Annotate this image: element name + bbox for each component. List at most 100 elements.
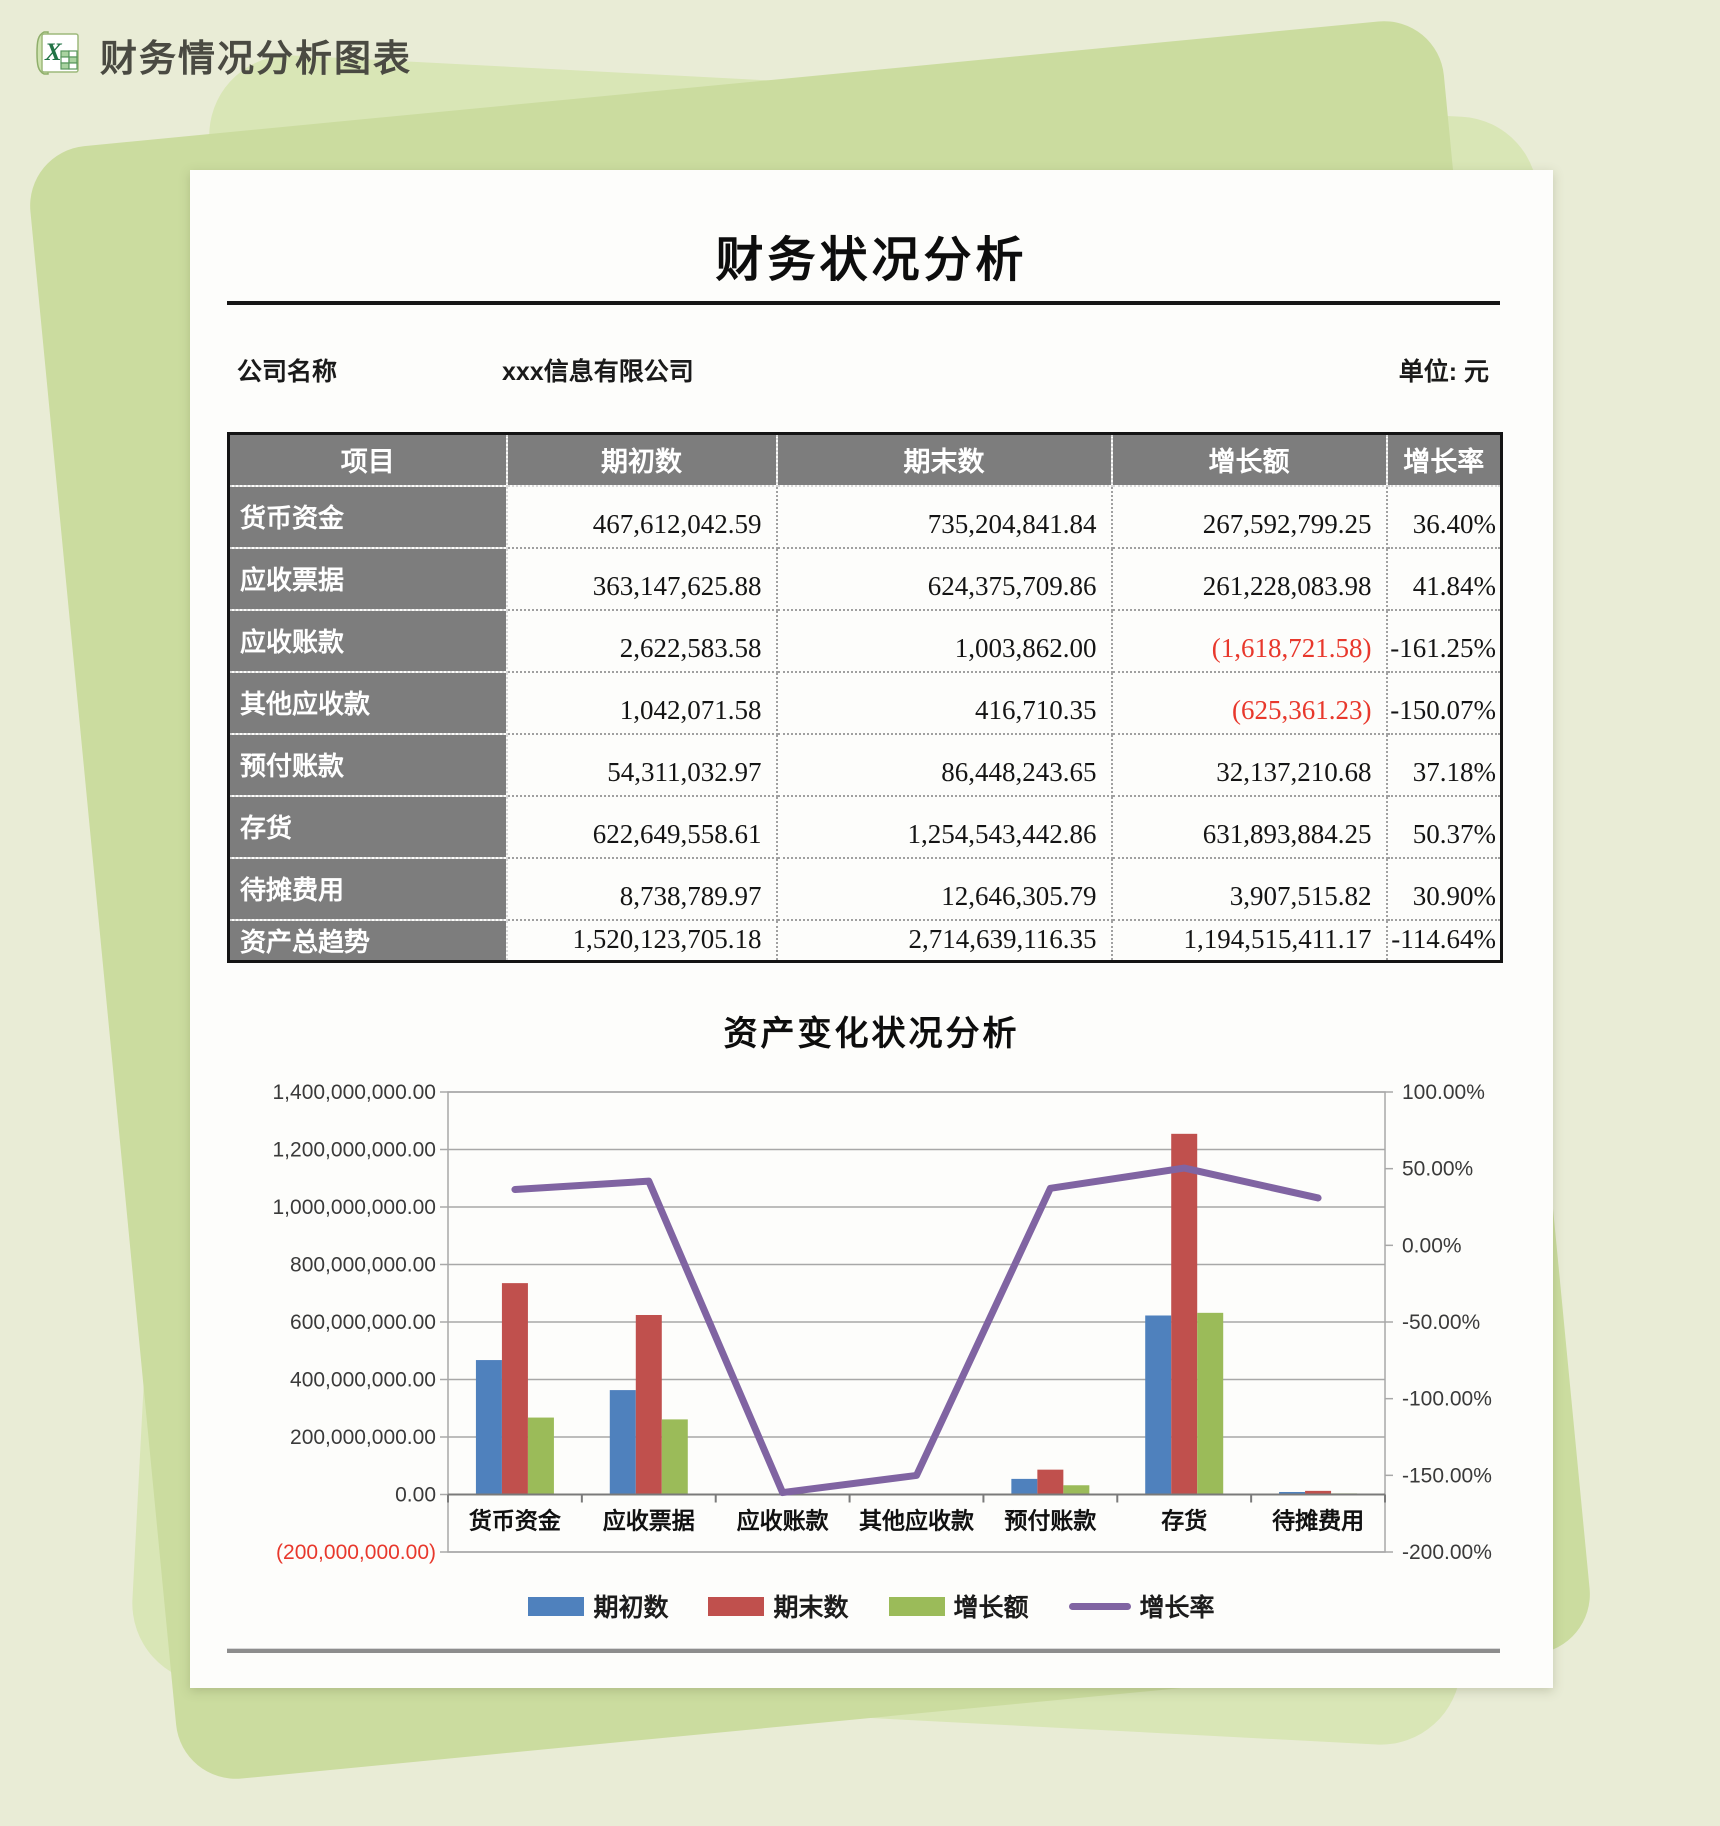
cell-growth: 267,592,799.25 [1110,484,1388,549]
app-title: 财务情况分析图表 [100,38,412,79]
row-label: 货币资金 [227,484,508,549]
cell-growth: 261,228,083.98 [1110,546,1388,611]
svg-text:X: X [44,39,63,66]
cell-rate: -161.25% [1385,608,1503,673]
cell-end: 624,375,709.86 [775,546,1113,611]
table-row: 存货 622,649,558.61 1,254,543,442.86 631,8… [227,794,1503,859]
bar-期末数-应收票据 [635,1314,662,1495]
company-row: 公司名称 xxx信息有限公司 单位: 元 [190,346,1553,388]
legend-line-swatch [1068,1602,1131,1610]
bar-期初数-存货 [1145,1315,1172,1495]
cell-begin: 622,649,558.61 [505,794,778,859]
cell-begin: 54,311,032.97 [505,732,778,797]
cell-rate: 41.84% [1385,546,1503,611]
title-rule [227,301,1500,305]
row-label: 其他应收款 [227,670,508,735]
legend-label: 期末数 [773,1594,849,1622]
finance-table: 项目 期初数 期末数 增长额 增长率 货币资金 467,612,042.59 7… [227,432,1503,963]
right-axis-label: -200.00% [1402,1541,1492,1564]
left-axis-label: 800,000,000.00 [290,1254,436,1277]
bar-增长额-存货 [1197,1312,1224,1495]
table-row: 其他应收款 1,042,071.58 416,710.35 (625,361.2… [227,670,1503,735]
bar-期末数-预付账款 [1037,1469,1064,1495]
combo-chart: 1,400,000,000.00 1,200,000,000.00 1,000,00… [273,1081,1492,1564]
bar-期初数-待摊费用 [1279,1491,1306,1495]
bar-期初数-货币资金 [475,1360,502,1495]
col-header-end: 期末数 [775,432,1113,487]
bar-期初数-应收票据 [609,1390,636,1495]
cell-end: 735,204,841.84 [775,484,1113,549]
row-label: 存货 [227,794,508,859]
category-label: 存货 [1161,1508,1207,1534]
unit-label: 单位: 元 [1398,358,1489,386]
col-header-begin: 期初数 [505,432,778,487]
page-title: 财务状况分析 [715,234,1028,287]
report-page: 财务状况分析 公司名称 xxx信息有限公司 单位: 元 项目 期初数 期末数 增… [190,170,1553,1688]
bar-增长额-应收票据 [661,1419,688,1495]
cell-growth: 1,194,515,411.17 [1110,918,1388,962]
right-axis-label: 0.00% [1402,1234,1462,1257]
cell-end: 2,714,639,116.35 [775,918,1113,962]
cell-begin: 1,520,123,705.18 [505,918,778,962]
category-label: 应收账款 [737,1508,830,1534]
table-row: 应收账款 2,622,583.58 1,003,862.00 (1,618,72… [227,608,1503,673]
table-row: 待摊费用 8,738,789.97 12,646,305.79 3,907,51… [227,856,1503,921]
table-row: 货币资金 467,612,042.59 735,204,841.84 267,5… [227,484,1503,549]
legend-bar-swatch [528,1596,585,1616]
left-axis-label: 400,000,000.00 [290,1369,436,1392]
left-axis-label: 1,000,000,000.00 [273,1196,437,1219]
plot-border [447,1091,1386,1553]
row-label: 预付账款 [227,732,508,797]
bottom-rule [227,1648,1500,1653]
cell-begin: 8,738,789.97 [505,856,778,921]
cell-begin: 2,622,583.58 [505,608,778,673]
row-label: 待摊费用 [227,856,508,921]
legend-item-期初数: 期初数 [528,1588,668,1624]
cell-growth: (1,618,721.58) [1110,608,1388,673]
category-label: 应收票据 [603,1508,695,1534]
cell-begin: 467,612,042.59 [505,484,778,549]
legend-bar-swatch [708,1596,765,1616]
cell-growth: 631,893,884.25 [1110,794,1388,859]
left-axis-label: 1,400,000,000.00 [273,1081,437,1104]
chart-legend: 期初数 期末数 增长额 增长率 [190,1588,1553,1624]
cell-end: 12,646,305.79 [775,856,1113,921]
cell-growth: (625,361.23) [1110,670,1388,735]
chart-title: 资产变化状况分析 [723,1015,1020,1053]
cell-rate: -114.64% [1385,918,1503,962]
legend-label: 期初数 [593,1594,669,1622]
app-header: X 财务情况分析图表 [34,28,412,82]
row-label: 资产总趋势 [227,918,508,962]
bar-期末数-存货 [1171,1133,1198,1495]
cell-end: 1,003,862.00 [775,608,1113,673]
right-axis-label: -100.00% [1402,1388,1492,1411]
category-label: 货币资金 [469,1508,562,1534]
cell-rate: -150.07% [1385,670,1503,735]
cell-end: 1,254,543,442.86 [775,794,1113,859]
col-header-item: 项目 [227,432,508,487]
left-axis-label: 600,000,000.00 [290,1311,436,1334]
category-label: 其他应收款 [859,1508,975,1534]
bar-期末数-货币资金 [501,1283,528,1495]
cell-rate: 30.90% [1385,856,1503,921]
table-total-row: 资产总趋势 1,520,123,705.18 2,714,639,116.35 … [227,918,1503,962]
bar-期末数-待摊费用 [1305,1490,1332,1495]
cell-growth: 32,137,210.68 [1110,732,1388,797]
cell-begin: 1,042,071.58 [505,670,778,735]
left-axis-label: 200,000,000.00 [290,1426,436,1449]
right-axis-label: -150.00% [1402,1464,1492,1487]
bar-增长额-货币资金 [527,1417,554,1495]
table-row: 应收票据 363,147,625.88 624,375,709.86 261,2… [227,546,1503,611]
right-axis-label: 100.00% [1402,1081,1485,1104]
company-label: 公司名称 [237,358,338,386]
legend-bar-swatch [888,1596,945,1616]
left-axis-label: 0.00 [395,1484,436,1507]
category-label: 待摊费用 [1272,1508,1364,1534]
cell-begin: 363,147,625.88 [505,546,778,611]
cell-rate: 50.37% [1385,794,1503,859]
growth-rate-line [511,1164,1322,1497]
right-axis-label: -50.00% [1402,1311,1480,1334]
table-row: 预付账款 54,311,032.97 86,448,243.65 32,137,… [227,732,1503,797]
cell-end: 86,448,243.65 [775,732,1113,797]
